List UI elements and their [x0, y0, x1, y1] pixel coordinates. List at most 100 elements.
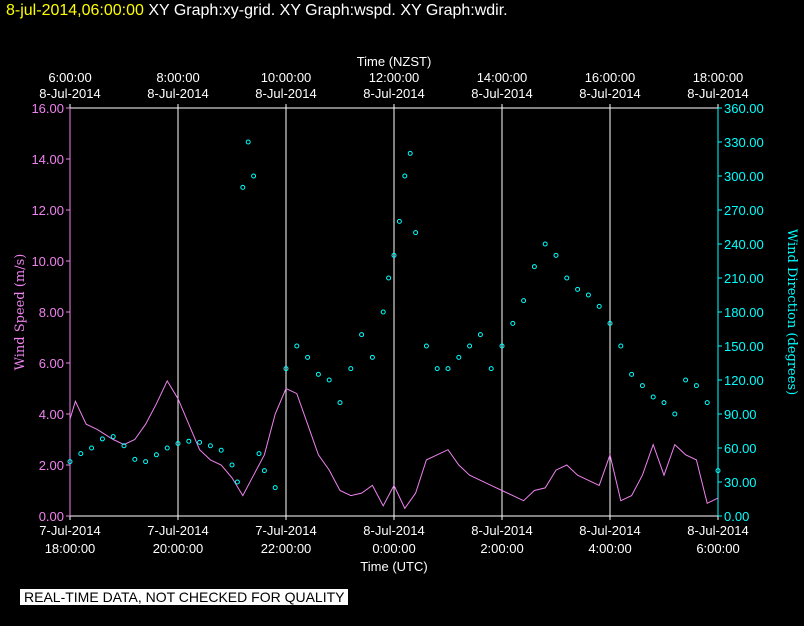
right-tick-label: 360.00	[724, 101, 764, 116]
wind-direction-point	[639, 383, 645, 389]
wind-direction-point	[531, 264, 537, 270]
wind-direction-point	[121, 443, 127, 449]
wind-direction-point	[467, 343, 473, 349]
left-tick-label: 8.00	[39, 305, 64, 320]
right-tick-label: 330.00	[724, 135, 764, 150]
left-tick-label: 10.00	[31, 254, 64, 269]
wind-direction-point	[164, 445, 170, 451]
wind-direction-point	[542, 241, 548, 247]
axes: Time (NZST)6:00:008-Jul-20148:00:008-Jul…	[13, 54, 799, 574]
right-axis-label: Wind Direction (degrees)	[784, 229, 799, 395]
wind-direction-point	[207, 443, 213, 449]
left-tick-label: 2.00	[39, 458, 64, 473]
wind-direction-point	[99, 436, 105, 442]
bottom-tick-time: 4:00:00	[588, 541, 631, 556]
wind-direction-point	[348, 366, 354, 372]
bottom-axis-label: Time (UTC)	[360, 559, 427, 574]
wind-direction-point	[240, 184, 246, 190]
right-tick-label: 90.00	[724, 407, 757, 422]
right-tick-label: 300.00	[724, 169, 764, 184]
top-tick-date: 8-Jul-2014	[471, 86, 532, 101]
wind-direction-point	[488, 366, 494, 372]
wind-direction-point	[143, 459, 149, 465]
wind-direction-point	[369, 354, 375, 360]
left-axis-label: Wind Speed (m/s)	[13, 254, 28, 371]
top-tick-date: 8-Jul-2014	[579, 86, 640, 101]
quality-notice: REAL-TIME DATA, NOT CHECKED FOR QUALITY	[20, 589, 349, 605]
wind-direction-point	[629, 371, 635, 377]
wind-direction-point	[256, 451, 262, 457]
wind-direction-point	[78, 451, 84, 457]
wind-direction-point	[326, 377, 332, 383]
wind-direction-point	[89, 445, 95, 451]
wind-direction-point	[186, 438, 192, 444]
wind-direction-point	[175, 440, 181, 446]
wind-direction-point	[477, 332, 483, 338]
wind-direction-point	[575, 286, 581, 292]
wind-direction-point	[67, 459, 73, 465]
bottom-tick-date: 8-Jul-2014	[363, 523, 424, 538]
wind-direction-point	[251, 173, 257, 179]
wind-direction-point	[618, 343, 624, 349]
bottom-tick-time: 18:00:00	[45, 541, 96, 556]
wind-direction-point	[693, 383, 699, 389]
bottom-tick-date: 7-Jul-2014	[255, 523, 316, 538]
wind-direction-point	[407, 150, 413, 156]
bottom-tick-date: 8-Jul-2014	[471, 523, 532, 538]
right-tick-label: 60.00	[724, 441, 757, 456]
wind-direction-point	[704, 400, 710, 406]
top-tick-time: 6:00:00	[48, 70, 91, 85]
wind-speed-line	[69, 379, 719, 510]
wind-direction-point	[553, 252, 559, 258]
right-tick-label: 0.00	[724, 509, 749, 524]
wind-direction-point	[197, 439, 203, 445]
left-tick-label: 6.00	[39, 356, 64, 371]
wind-direction-point	[413, 230, 419, 236]
wind-direction-point	[283, 366, 289, 372]
wind-direction-point	[585, 292, 591, 298]
wind-direction-point	[305, 354, 311, 360]
bottom-tick-time: 6:00:00	[696, 541, 739, 556]
left-tick-label: 14.00	[31, 152, 64, 167]
right-tick-label: 120.00	[724, 373, 764, 388]
graph-titles: XY Graph:xy-grid. XY Graph:wspd. XY Grap…	[148, 2, 508, 19]
top-tick-time: 14:00:00	[477, 70, 528, 85]
wind-direction-point	[218, 447, 224, 453]
top-tick-time: 18:00:00	[693, 70, 744, 85]
wind-direction-point	[396, 218, 402, 224]
wind-direction-point	[337, 400, 343, 406]
wind-direction-point	[402, 173, 408, 179]
bottom-tick-date: 8-Jul-2014	[579, 523, 640, 538]
right-tick-label: 30.00	[724, 475, 757, 490]
right-tick-label: 210.00	[724, 271, 764, 286]
right-tick-label: 150.00	[724, 339, 764, 354]
top-tick-date: 8-Jul-2014	[687, 86, 748, 101]
wind-direction-point	[499, 343, 505, 349]
wind-direction-point	[650, 394, 656, 400]
left-tick-label: 0.00	[39, 509, 64, 524]
left-tick-label: 16.00	[31, 101, 64, 116]
top-tick-date: 8-Jul-2014	[147, 86, 208, 101]
wind-direction-point	[423, 343, 429, 349]
top-tick-date: 8-Jul-2014	[255, 86, 316, 101]
wind-direction-point	[445, 366, 451, 372]
right-tick-label: 270.00	[724, 203, 764, 218]
top-tick-time: 12:00:00	[369, 70, 420, 85]
left-tick-label: 4.00	[39, 407, 64, 422]
wind-direction-point	[521, 298, 527, 304]
chart-header: 8-jul-2014,06:00:00 XY Graph:xy-grid. XY…	[6, 2, 508, 20]
right-tick-label: 180.00	[724, 305, 764, 320]
wind-direction-point	[386, 275, 392, 281]
top-tick-time: 16:00:00	[585, 70, 636, 85]
bottom-tick-time: 22:00:00	[261, 541, 312, 556]
wind-direction-point	[596, 303, 602, 309]
wind-direction-point	[315, 371, 321, 377]
bottom-tick-time: 20:00:00	[153, 541, 204, 556]
bottom-tick-date: 8-Jul-2014	[687, 523, 748, 538]
top-tick-date: 8-Jul-2014	[39, 86, 100, 101]
top-tick-time: 8:00:00	[156, 70, 199, 85]
top-axis-label: Time (NZST)	[357, 54, 432, 69]
wind-direction-point	[564, 275, 570, 281]
wind-direction-point	[715, 468, 721, 474]
